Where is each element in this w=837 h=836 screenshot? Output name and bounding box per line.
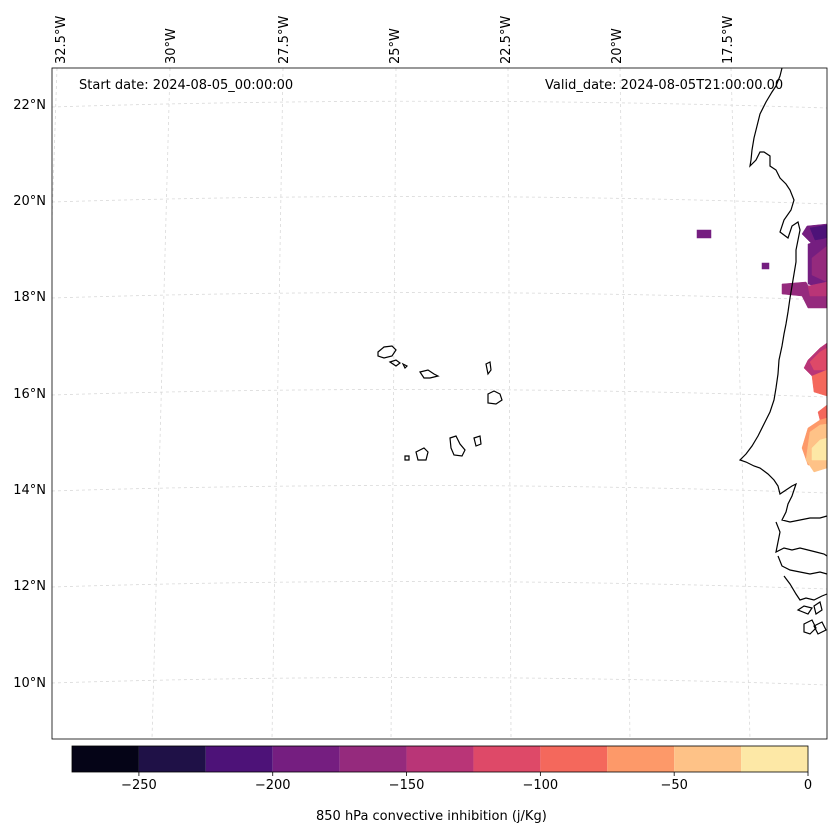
island-brava xyxy=(404,455,410,461)
colorbar-tick-label: −150 xyxy=(388,778,425,793)
gridline-lat-20n xyxy=(51,196,828,205)
gridline-lon-17.5w xyxy=(730,67,751,740)
lat-label-22n: 22°N xyxy=(13,98,46,113)
africa-coastline xyxy=(783,575,828,601)
lon-label-25w: 25°W xyxy=(388,28,403,64)
colorbar xyxy=(71,745,809,776)
lon-label-27.5w: 27.5°W xyxy=(277,15,292,64)
gridline-lat-18n xyxy=(51,292,828,301)
colorbar-segment xyxy=(540,746,608,772)
gridline-lon-20w xyxy=(619,67,631,740)
island-santa-luzia xyxy=(401,362,409,370)
lat-label-18n: 18°N xyxy=(13,290,46,305)
guinea-bissau-islands xyxy=(796,601,827,635)
colorbar-segment xyxy=(72,746,139,772)
cin-contours xyxy=(696,223,828,473)
colorbar-segment xyxy=(272,746,340,772)
africa-coastline xyxy=(777,555,828,575)
lon-label-17.5w: 17.5°W xyxy=(721,15,736,64)
map-area xyxy=(51,67,828,740)
colorbar-segment xyxy=(741,746,808,772)
lon-label-32.5w: 32.5°W xyxy=(54,15,69,64)
lat-label-16n: 16°N xyxy=(13,387,46,402)
gridline-lat-22n xyxy=(51,100,828,109)
gridlines xyxy=(51,67,828,740)
colorbar-tick-label: 0 xyxy=(803,778,813,793)
gridline-lon-25w xyxy=(390,67,397,740)
gridline-lat-12n xyxy=(51,581,828,590)
island-fogo xyxy=(415,447,429,461)
gridline-lon-27.5w xyxy=(271,67,284,740)
lat-label-10n: 10°N xyxy=(13,676,46,691)
lat-label-12n: 12°N xyxy=(13,579,46,594)
gridline-lat-10n xyxy=(51,677,828,686)
island-sao-vicente xyxy=(388,359,401,367)
colorbar-tick-label: −200 xyxy=(254,778,291,793)
colorbar-tick-label: −50 xyxy=(660,778,688,793)
gridline-lat-14n xyxy=(51,485,828,494)
gridline-lon-30w xyxy=(151,67,171,740)
colorbar-segment xyxy=(607,746,675,772)
gridline-lat-16n xyxy=(51,389,828,398)
cin-patch xyxy=(696,229,712,239)
colorbar-segment xyxy=(138,746,206,772)
colorbar-tick-label: −100 xyxy=(522,778,559,793)
colorbar-segment xyxy=(674,746,742,772)
africa-coastline xyxy=(738,67,828,523)
gridline-lon-22.5w xyxy=(507,67,512,740)
island-sal xyxy=(485,361,492,376)
valid-date-label: Valid_date: 2024-08-05T21:00:00.00 xyxy=(545,78,784,93)
colorbar-label: 850 hPa convective inhibition (j/Kg) xyxy=(316,809,547,824)
gridline-lon-32.5w xyxy=(51,67,58,221)
island-santiago xyxy=(449,435,466,457)
lat-label-14n: 14°N xyxy=(13,483,46,498)
colorbar-segment xyxy=(205,746,273,772)
lon-label-22.5w: 22.5°W xyxy=(499,15,514,64)
map-border xyxy=(51,67,828,740)
colorbar-tick-label: −250 xyxy=(121,778,157,793)
island-maio xyxy=(473,435,482,447)
island-santo-antao xyxy=(377,345,397,359)
start-date-label: Start date: 2024-08-05_00:00:00 xyxy=(79,78,294,93)
lon-label-30w: 30°W xyxy=(164,28,179,64)
africa-coastline xyxy=(775,521,828,557)
colorbar-segment xyxy=(339,746,407,772)
coastlines xyxy=(377,67,828,635)
island-sao-nicolau xyxy=(419,369,440,379)
cin-patch xyxy=(761,262,770,270)
lat-label-20n: 20°N xyxy=(13,194,46,209)
lon-label-20w: 20°W xyxy=(610,28,625,64)
colorbar-segment xyxy=(406,746,474,772)
island-boa-vista xyxy=(487,390,503,405)
colorbar-frame xyxy=(71,745,809,773)
colorbar-segment xyxy=(473,746,541,772)
